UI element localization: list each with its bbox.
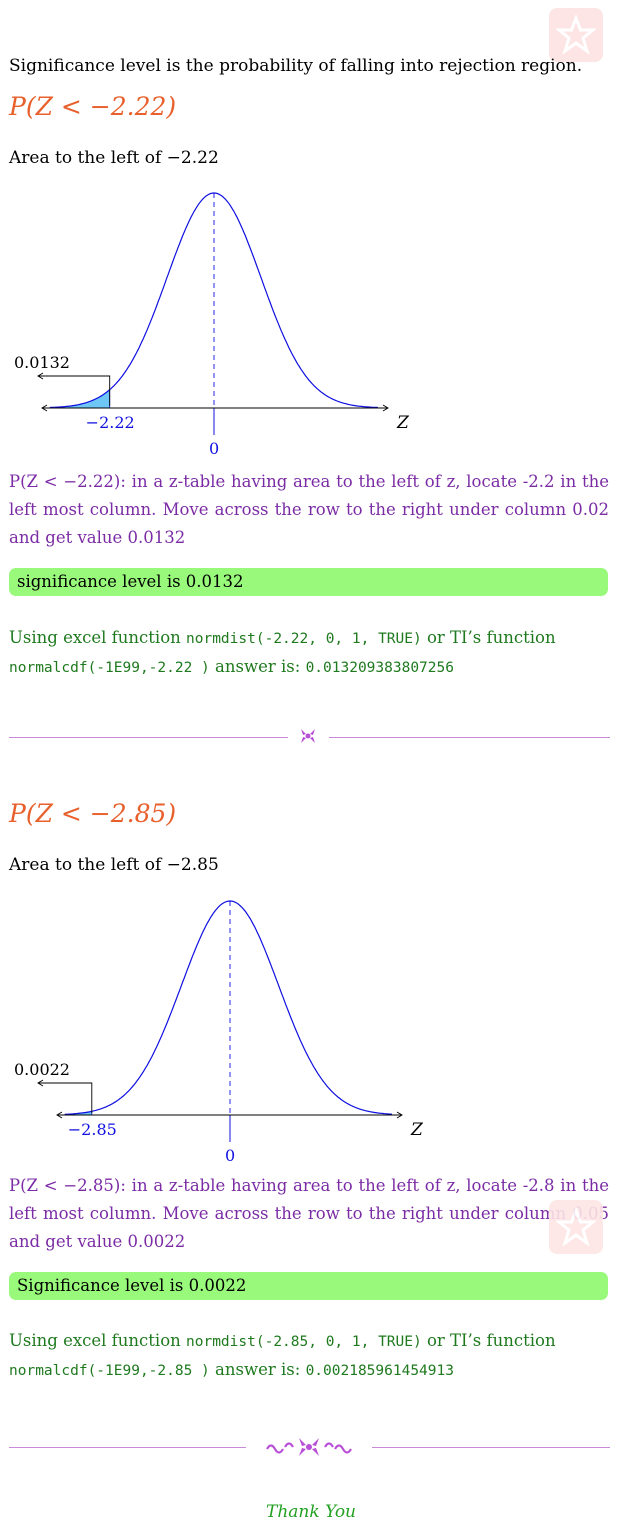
part2-axis-label: Z: [410, 1120, 424, 1140]
part2-ti-code: normalcdf(-1E99,-2.85 ): [9, 1363, 210, 1379]
part1-boundary-label: −2.22: [86, 413, 135, 432]
part1-result-box: significance level is 0.0132: [9, 568, 608, 596]
part2-answer-prefix: answer is:: [215, 1360, 301, 1379]
part2-heading: P(Z < −2.85): [9, 799, 177, 828]
part2-curve: [65, 900, 393, 1115]
part2-area-label: 0.0022: [14, 1060, 70, 1079]
part1-heading: P(Z < −2.22): [9, 92, 177, 121]
part1-area-text: Area to the left of −2.22: [9, 148, 219, 168]
part2-result-box: Significance level is 0.0022: [9, 1272, 608, 1300]
part2-excel-line: Using excel function normdist(-2.85, 0, …: [9, 1327, 614, 1385]
part1-excel-prefix: Using excel function: [9, 628, 181, 647]
footer-divider-right-line: [372, 1447, 610, 1448]
part1-answer-prefix: answer is:: [215, 657, 301, 676]
part2-excel-code: normdist(-2.85, 0, 1, TRUE): [186, 1334, 422, 1350]
part2-boundary-label: −2.85: [68, 1120, 117, 1139]
footer-divider-left-line: [9, 1447, 246, 1448]
part2-answer-code: 0.002185961454913: [305, 1363, 454, 1379]
part1-mean-label: 0: [209, 439, 219, 458]
part1-result-text: significance level is 0.0132: [17, 572, 244, 591]
part1-excel-line: Using excel function normdist(-2.22, 0, …: [9, 624, 614, 682]
intro-text: Significance level is the probability of…: [9, 56, 583, 76]
flourish-ornament-icon: [265, 1437, 353, 1461]
part1-excel-code: normdist(-2.22, 0, 1, TRUE): [186, 631, 422, 647]
part2-mean-label: 0: [225, 1146, 235, 1165]
part1-normal-chart: 0.0132 −2.22 0 Z: [14, 192, 410, 458]
part2-area-pointer: [37, 1079, 93, 1113]
part2-area-text: Area to the left of −2.85: [9, 855, 219, 875]
part1-answer-code: 0.013209383807256: [305, 660, 454, 676]
part1-axis-arrows: [41, 404, 389, 412]
part1-area-pointer: [37, 372, 111, 406]
divider-ornament-icon: [299, 727, 317, 749]
part1-axis-label: Z: [396, 413, 410, 433]
part1-ti-code: normalcdf(-1E99,-2.22 ): [9, 660, 210, 676]
part1-shaded-area: [49, 388, 111, 409]
part2-explanation: P(Z < −2.85): in a z-table having area t…: [9, 1176, 609, 1251]
part2-excel-prefix: Using excel function: [9, 1331, 181, 1350]
thank-you-text: Thank You: [266, 1502, 357, 1522]
part1-area-label: 0.0132: [14, 353, 70, 372]
part2-result-text: Significance level is 0.0022: [17, 1276, 247, 1295]
divider-left-line: [9, 737, 288, 738]
part2-normal-chart: 0.0022 −2.85 0 Z: [14, 900, 424, 1165]
watermark-star-icon: [549, 8, 603, 62]
watermark-star-icon: [549, 1200, 603, 1254]
part1-ti-prefix: or TI’s function: [426, 628, 556, 647]
divider-right-line: [329, 737, 610, 738]
part1-explanation: P(Z < −2.22): in a z-table having area t…: [9, 472, 609, 547]
part2-ti-prefix: or TI’s function: [426, 1331, 556, 1350]
part2-axis-arrows: [56, 1111, 403, 1119]
